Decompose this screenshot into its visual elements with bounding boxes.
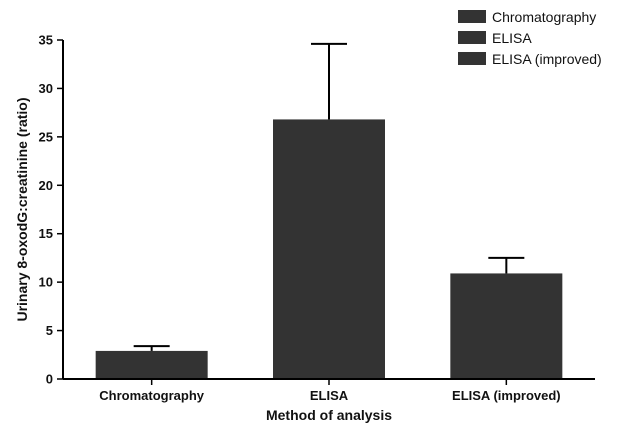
x-tick-label: Chromatography [99,388,205,403]
y-tick-label: 25 [39,129,53,144]
y-tick-label: 30 [39,81,53,96]
x-tick-label: ELISA [310,388,349,403]
y-tick-label: 20 [39,178,53,193]
x-axis-title: Method of analysis [266,407,392,423]
legend-swatch [458,52,486,65]
y-tick-label: 15 [39,226,53,241]
axes-group: 0 5 10 15 20 25 30 35 Chromatography ELISA ELISA (… [39,33,595,403]
bar [95,350,208,379]
legend-swatch [458,10,486,23]
y-tick-label: 10 [39,275,53,290]
bar [450,273,563,379]
x-tick-label: ELISA (improved) [452,388,561,403]
y-axis-title: Urinary 8-oxodG:creatinine (ratio) [14,97,30,321]
legend: Chromatography ELISA ELISA (improved) [458,9,602,67]
y-tick-label: 35 [39,33,53,48]
y-tick-label: 0 [46,372,53,387]
legend-label: ELISA [492,30,532,46]
legend-label: Chromatography [492,9,596,25]
y-tick-label: 5 [46,323,53,338]
bars-group [95,119,563,380]
bar [273,119,385,380]
legend-swatch [458,31,486,44]
legend-label: ELISA (improved) [492,51,602,67]
error-bars-group [133,42,525,351]
